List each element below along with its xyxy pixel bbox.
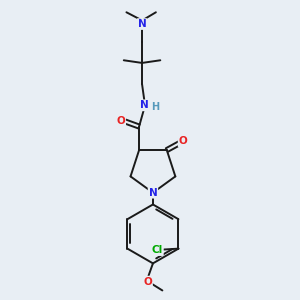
Text: Cl: Cl [152, 245, 163, 255]
Text: O: O [116, 116, 125, 126]
Text: H: H [152, 102, 160, 112]
Text: N: N [140, 100, 149, 110]
Text: N: N [148, 188, 157, 198]
Text: O: O [143, 277, 152, 286]
Text: N: N [138, 19, 146, 29]
Text: O: O [178, 136, 188, 146]
